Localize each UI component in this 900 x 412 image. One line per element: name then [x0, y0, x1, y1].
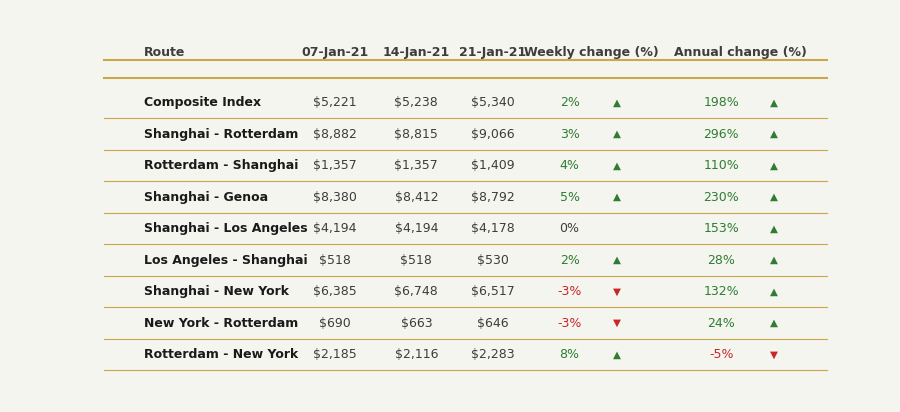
- Text: Los Angeles - Shanghai: Los Angeles - Shanghai: [144, 254, 308, 267]
- Text: Rotterdam - Shanghai: Rotterdam - Shanghai: [144, 159, 299, 172]
- Text: ▲: ▲: [613, 192, 621, 202]
- Text: Shanghai - New York: Shanghai - New York: [144, 285, 289, 298]
- Text: $1,357: $1,357: [394, 159, 438, 172]
- Text: Weekly change (%): Weekly change (%): [525, 46, 659, 59]
- Text: 2%: 2%: [560, 96, 580, 109]
- Text: New York - Rotterdam: New York - Rotterdam: [144, 316, 299, 330]
- Text: 07-Jan-21: 07-Jan-21: [302, 46, 368, 59]
- Text: $6,517: $6,517: [471, 285, 515, 298]
- Text: $663: $663: [400, 316, 432, 330]
- Text: $2,185: $2,185: [313, 348, 356, 361]
- Text: $4,194: $4,194: [313, 222, 356, 235]
- Text: $5,238: $5,238: [394, 96, 438, 109]
- Text: 14-Jan-21: 14-Jan-21: [382, 46, 450, 59]
- Text: $8,380: $8,380: [313, 191, 356, 204]
- Text: Rotterdam - New York: Rotterdam - New York: [144, 348, 299, 361]
- Text: ▲: ▲: [770, 161, 778, 171]
- Text: ▼: ▼: [770, 349, 778, 360]
- Text: $6,385: $6,385: [313, 285, 356, 298]
- Text: ▲: ▲: [770, 224, 778, 234]
- Text: $518: $518: [400, 254, 432, 267]
- Text: $1,409: $1,409: [471, 159, 514, 172]
- Text: $8,792: $8,792: [471, 191, 515, 204]
- Text: 24%: 24%: [707, 316, 735, 330]
- Text: ▲: ▲: [770, 255, 778, 265]
- Text: $5,221: $5,221: [313, 96, 356, 109]
- Text: Shanghai - Rotterdam: Shanghai - Rotterdam: [144, 128, 299, 141]
- Text: 132%: 132%: [703, 285, 739, 298]
- Text: Route: Route: [144, 46, 185, 59]
- Text: $2,283: $2,283: [471, 348, 514, 361]
- Text: ▼: ▼: [613, 318, 621, 328]
- Text: $5,340: $5,340: [471, 96, 515, 109]
- Text: 198%: 198%: [703, 96, 739, 109]
- Text: 153%: 153%: [703, 222, 739, 235]
- Text: $8,815: $8,815: [394, 128, 438, 141]
- Text: Shanghai - Genoa: Shanghai - Genoa: [144, 191, 268, 204]
- Text: $4,194: $4,194: [394, 222, 438, 235]
- Text: Composite Index: Composite Index: [144, 96, 261, 109]
- Text: $8,882: $8,882: [313, 128, 356, 141]
- Text: Shanghai - Los Angeles: Shanghai - Los Angeles: [144, 222, 308, 235]
- Text: $518: $518: [319, 254, 351, 267]
- Text: ▼: ▼: [613, 287, 621, 297]
- Text: $646: $646: [477, 316, 508, 330]
- Text: 21-Jan-21: 21-Jan-21: [459, 46, 526, 59]
- Text: ▲: ▲: [613, 349, 621, 360]
- Text: $8,412: $8,412: [394, 191, 438, 204]
- Text: $690: $690: [319, 316, 351, 330]
- Text: ▲: ▲: [613, 129, 621, 139]
- Text: $4,178: $4,178: [471, 222, 515, 235]
- Text: $1,357: $1,357: [313, 159, 356, 172]
- Text: 28%: 28%: [707, 254, 735, 267]
- Text: ▲: ▲: [613, 98, 621, 108]
- Text: 2%: 2%: [560, 254, 580, 267]
- Text: ▲: ▲: [770, 318, 778, 328]
- Text: 230%: 230%: [703, 191, 739, 204]
- Text: -5%: -5%: [709, 348, 734, 361]
- Text: $530: $530: [477, 254, 508, 267]
- Text: 110%: 110%: [703, 159, 739, 172]
- Text: ▲: ▲: [613, 255, 621, 265]
- Text: ▲: ▲: [770, 192, 778, 202]
- Text: $2,116: $2,116: [394, 348, 438, 361]
- Text: 3%: 3%: [560, 128, 580, 141]
- Text: $9,066: $9,066: [471, 128, 514, 141]
- Text: -3%: -3%: [557, 316, 581, 330]
- Text: Annual change (%): Annual change (%): [674, 46, 807, 59]
- Text: $6,748: $6,748: [394, 285, 438, 298]
- Text: ▲: ▲: [613, 161, 621, 171]
- Text: -3%: -3%: [557, 285, 581, 298]
- Text: ▲: ▲: [770, 287, 778, 297]
- Text: 4%: 4%: [560, 159, 580, 172]
- Text: ▲: ▲: [770, 98, 778, 108]
- Text: 5%: 5%: [560, 191, 580, 204]
- Text: 296%: 296%: [703, 128, 739, 141]
- Text: ▲: ▲: [770, 129, 778, 139]
- Text: 0%: 0%: [560, 222, 580, 235]
- Text: 8%: 8%: [560, 348, 580, 361]
